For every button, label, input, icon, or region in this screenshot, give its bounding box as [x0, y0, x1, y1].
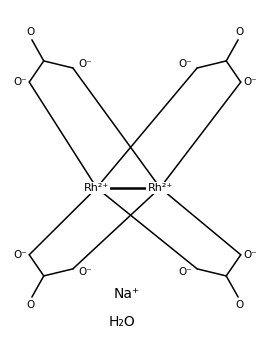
Text: Na⁺: Na⁺ [114, 286, 140, 301]
Text: O⁻: O⁻ [78, 59, 92, 69]
Text: Rh²⁺: Rh²⁺ [84, 183, 109, 193]
Text: O⁻: O⁻ [78, 267, 92, 277]
Text: O⁻: O⁻ [13, 250, 27, 260]
Text: O: O [26, 27, 35, 37]
Text: Rh²⁺: Rh²⁺ [147, 183, 173, 193]
Text: O⁻: O⁻ [13, 77, 27, 87]
Text: O: O [26, 300, 35, 310]
Text: O⁻: O⁻ [243, 250, 257, 260]
Text: O⁻: O⁻ [178, 59, 192, 69]
Text: O: O [235, 300, 244, 310]
Text: O⁻: O⁻ [243, 77, 257, 87]
Text: O⁻: O⁻ [178, 267, 192, 277]
Text: H₂O: H₂O [108, 315, 135, 329]
Text: O: O [235, 27, 244, 37]
